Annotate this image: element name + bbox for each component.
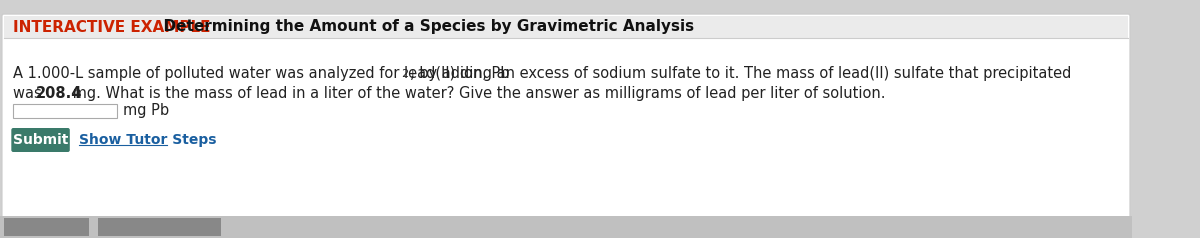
Text: was: was <box>13 86 47 101</box>
FancyBboxPatch shape <box>2 14 1130 218</box>
Bar <box>4 218 89 236</box>
Bar <box>98 218 221 236</box>
Text: 208.4: 208.4 <box>36 86 83 101</box>
Bar <box>0 216 1132 238</box>
Text: 2+: 2+ <box>401 69 418 79</box>
Bar <box>13 104 116 118</box>
Text: Determining the Amount of a Species by Gravimetric Analysis: Determining the Amount of a Species by G… <box>152 20 694 35</box>
Text: Show Tutor Steps: Show Tutor Steps <box>79 133 217 147</box>
Bar <box>4 16 1128 38</box>
Text: mg. What is the mass of lead in a liter of the water? Give the answer as milligr: mg. What is the mass of lead in a liter … <box>68 86 886 101</box>
Text: Submit: Submit <box>13 133 68 147</box>
Text: , by adding an excess of sodium sulfate to it. The mass of lead(II) sulfate that: , by adding an excess of sodium sulfate … <box>409 66 1072 81</box>
Text: A 1.000-L sample of polluted water was analyzed for lead(II) ion, Pb: A 1.000-L sample of polluted water was a… <box>13 66 510 81</box>
Text: mg Pb: mg Pb <box>122 104 169 119</box>
Text: INTERACTIVE EXAMPLE: INTERACTIVE EXAMPLE <box>13 20 211 35</box>
FancyBboxPatch shape <box>11 128 70 152</box>
